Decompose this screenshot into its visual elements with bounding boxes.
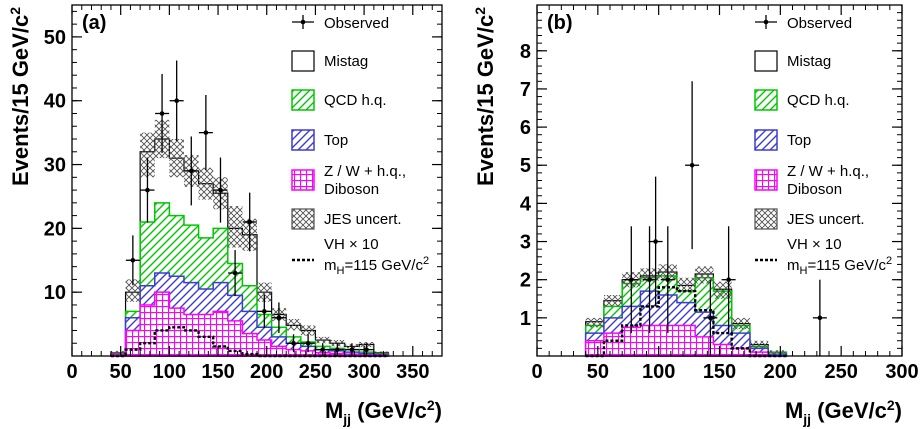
y-tick-label: 1 [520, 308, 531, 330]
x-tick-label: 0 [531, 361, 542, 383]
observed-point [262, 309, 267, 314]
legend-mistag-label: Mistag [787, 53, 831, 70]
legend-top-swatch [754, 129, 778, 151]
x-tick-label: 200 [764, 361, 797, 383]
legend-signal-label-1: VH × 10 [787, 236, 842, 253]
legend-zw-label-1: Z / W + h.q., [324, 163, 406, 180]
x-tick-label: 50 [587, 361, 609, 383]
signal-vh-line [110, 326, 389, 358]
legend-jes-label: JES uncert. [787, 211, 865, 228]
y-tick-label: 6 [520, 117, 531, 139]
legend-jes-swatch [291, 208, 315, 230]
legend-zw-label-1: Z / W + h.q., [787, 163, 869, 180]
observed-point [665, 277, 671, 282]
observed-point [203, 130, 209, 135]
legend-observed-marker [300, 19, 306, 25]
legend-mistag-swatch [754, 50, 778, 72]
observed-point [628, 277, 634, 282]
observed-point [276, 315, 282, 321]
observed-point [335, 347, 340, 352]
legend-observed-marker [763, 19, 769, 25]
x-tick-label: 100 [153, 361, 186, 383]
observed-point [364, 347, 369, 352]
legend-observed-label: Observed [324, 15, 389, 32]
y-tick-label: 30 [44, 155, 66, 177]
x-tick-label: 50 [110, 361, 132, 383]
x-tick-label: 0 [66, 361, 77, 383]
y-axis-title: Events/15 GeV/c2 [472, 7, 498, 186]
observed-point [159, 111, 165, 116]
legend-mistag-swatch [291, 50, 315, 72]
legend-qcd-label: QCD h.q. [324, 92, 387, 109]
observed-point [726, 277, 731, 282]
panel-a: 0 50 100 150 200 250 300 350 10 20 30 40 50 (a) Mjj (G… [7, 4, 443, 427]
legend-jes-label: JES uncert. [324, 211, 402, 228]
observed-point [647, 277, 652, 282]
y-tick-label: 7 [520, 79, 531, 101]
legend-signal-label-1: VH × 10 [324, 236, 379, 253]
observed-point [305, 340, 311, 346]
y-tick-label: 8 [520, 41, 531, 63]
legend-qcd-label: QCD h.q. [787, 92, 850, 109]
legend-jes-swatch [754, 208, 778, 230]
observed-point [218, 187, 223, 193]
observed-point [130, 257, 136, 263]
observed-point [145, 187, 150, 193]
x-tick-label: 150 [201, 361, 234, 383]
legend-zw-swatch [754, 169, 778, 191]
observed-point [232, 270, 238, 276]
legend-zw-label-2: Diboson [324, 181, 379, 198]
x-tick-label: 350 [396, 361, 429, 383]
observed-point [653, 239, 658, 244]
x-tick-label: 250 [824, 361, 857, 383]
x-tick-label: 300 [885, 361, 918, 383]
legend-observed-label: Observed [787, 15, 852, 32]
y-tick-label: 4 [520, 193, 532, 215]
observed-point [689, 162, 695, 168]
x-axis-title: Mjj (GeV/c2) [785, 397, 902, 427]
y-tick-label: 10 [44, 282, 66, 304]
x-axis-title: Mjj (GeV/c2) [325, 397, 442, 427]
zw-hist [584, 324, 787, 357]
legend: Observed Mistag QCD h.q. Top Z / W + h.q.,Di… [754, 15, 892, 277]
y-tick-label: 3 [520, 232, 531, 254]
observed-point [291, 340, 296, 346]
panel-label: (b) [547, 12, 573, 34]
x-tick-label: 200 [250, 361, 283, 383]
jes-band [585, 264, 787, 355]
observed-point [247, 219, 252, 225]
legend-signal-label-2: mH=115 GeV/c2 [324, 255, 429, 277]
y-axis-title: Events/15 GeV/c2 [7, 7, 33, 186]
x-tick-label: 150 [703, 361, 736, 383]
observed-point [708, 315, 713, 321]
y-tick-label: 20 [44, 218, 66, 240]
y-tick-label: 40 [44, 91, 66, 113]
observed-point [188, 168, 194, 174]
legend-top-swatch [291, 129, 315, 151]
legend: Observed Mistag QCD h.q. Top Z / W + h.q.,Di… [291, 15, 429, 277]
y-tick-label: 2 [520, 270, 531, 292]
legend-top-label: Top [324, 132, 348, 149]
x-tick-label: 250 [299, 361, 332, 383]
y-tick-label: 50 [44, 27, 66, 49]
legend-top-label: Top [787, 132, 811, 149]
panel-b: 0 50 100 150 200 250 300 1 2 3 4 5 6 7 8 (b) Mjj (GeV/c2… [472, 4, 919, 427]
observed-point [349, 347, 355, 352]
legend-qcd-swatch [754, 89, 778, 111]
legend-signal-label-2: mH=115 GeV/c2 [787, 255, 892, 277]
x-tick-label: 300 [347, 361, 380, 383]
signal-vh-line [585, 286, 787, 358]
observed-point [174, 98, 179, 104]
x-tick-label: 100 [642, 361, 675, 383]
observed-point [320, 347, 326, 352]
legend-mistag-label: Mistag [324, 53, 368, 70]
panel-label: (a) [82, 12, 106, 34]
legend-zw-label-2: Diboson [787, 181, 842, 198]
y-tick-label: 5 [520, 155, 531, 177]
legend-qcd-swatch [291, 89, 315, 111]
observed-point [817, 315, 823, 321]
legend-zw-swatch [291, 169, 315, 191]
